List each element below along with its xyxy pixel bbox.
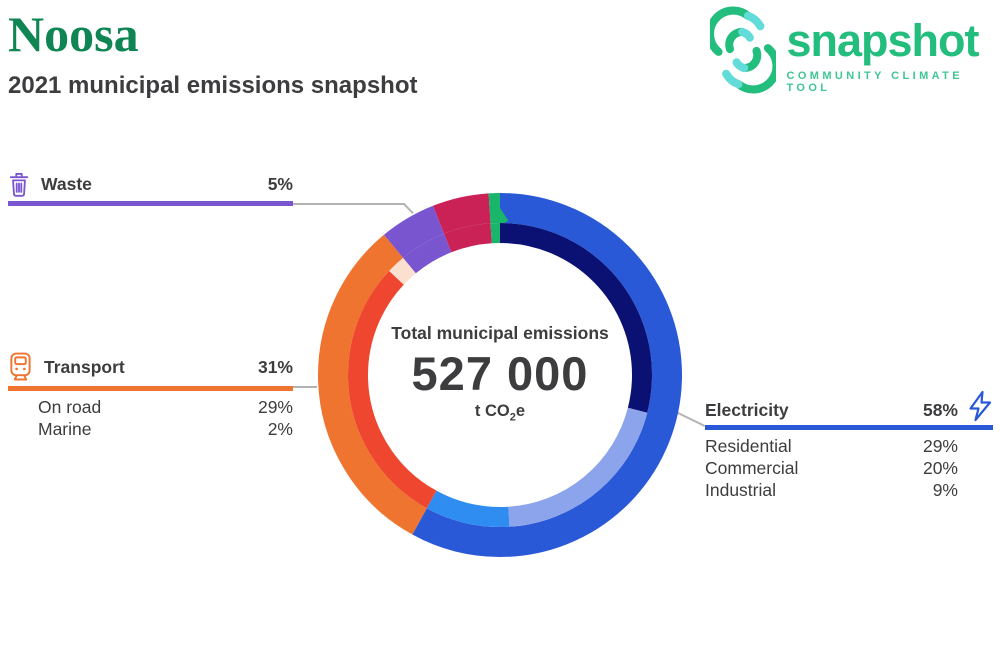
- logo-tagline: COMMUNITY CLIMATE TOOL: [786, 70, 964, 94]
- on-road-label: On road: [38, 397, 102, 417]
- waste-connector-line: [293, 203, 405, 205]
- residential-percent: 29%: [922, 436, 958, 456]
- industrial-label: Industrial: [705, 480, 777, 500]
- waste-label: Waste: [41, 174, 92, 194]
- total-emissions-label: Total municipal emissions: [391, 323, 609, 343]
- industrial-percent: 9%: [932, 480, 958, 500]
- electricity-sub-row-industrial: Industrial 9%: [705, 479, 993, 501]
- electricity-sub-row-residential: Residential 29%: [705, 435, 993, 457]
- transport-header-row: Transport 31%: [8, 352, 293, 382]
- transport-sub-row-on-road: On road 29%: [8, 396, 293, 418]
- donut-center-text: Total municipal emissions 527 000 t CO2e: [372, 323, 628, 423]
- transport-label: Transport: [44, 356, 125, 377]
- transport-percent: 31%: [257, 356, 293, 377]
- total-emissions-value: 527 000: [411, 347, 589, 400]
- inner-ring-segment-industrial[interactable]: [348, 223, 652, 527]
- electricity-sub-row-commercial: Commercial 20%: [705, 457, 993, 479]
- outer-ring-segment-transport[interactable]: [318, 193, 682, 557]
- marine-label: Marine: [38, 419, 92, 439]
- transport-callout: Transport 31% On road 29% Marine 2%: [8, 352, 293, 440]
- transport-sub-row-marine: Marine 2%: [8, 418, 293, 440]
- outer-ring-segment-unlabeled-green-segment[interactable]: [318, 193, 682, 557]
- commercial-label: Commercial: [705, 458, 799, 478]
- transport-bar: [8, 386, 293, 391]
- tram-icon: [8, 352, 33, 382]
- page-title: Noosa: [8, 6, 139, 62]
- marine-percent: 2%: [267, 419, 293, 439]
- on-road-percent: 29%: [257, 397, 293, 417]
- waste-percent: 5%: [267, 174, 293, 194]
- trash-icon: [8, 172, 30, 197]
- electricity-label: Electricity: [705, 400, 789, 420]
- waste-callout: Waste 5%: [8, 172, 293, 206]
- snapshot-logo[interactable]: snapshot COMMUNITY CLIMATE TOOL: [710, 4, 1000, 96]
- page-subtitle: 2021 municipal emissions snapshot: [8, 72, 418, 99]
- residential-label: Residential: [705, 436, 792, 456]
- emissions-donut-chart: [318, 193, 682, 557]
- inner-ring-segment-unlabeled-green-segment[interactable]: [348, 223, 652, 527]
- electricity-percent: 58%: [922, 400, 958, 420]
- electricity-callout: Electricity 58% Residential 29% Commerci…: [705, 390, 993, 501]
- snapshot-logo-icon: [710, 6, 777, 94]
- commercial-percent: 20%: [922, 458, 958, 478]
- inner-ring-segment-on-road[interactable]: [348, 223, 652, 527]
- lightning-bolt-icon: [965, 390, 995, 427]
- transport-connector-line: [293, 386, 317, 388]
- electricity-header-row: Electricity 58%: [705, 390, 993, 422]
- waste-bar: [8, 201, 293, 206]
- waste-header-row: Waste 5%: [8, 172, 293, 197]
- total-emissions-unit: t CO2e: [474, 402, 526, 424]
- logo-wordmark: snapshot: [786, 15, 979, 66]
- electricity-bar: [705, 425, 993, 430]
